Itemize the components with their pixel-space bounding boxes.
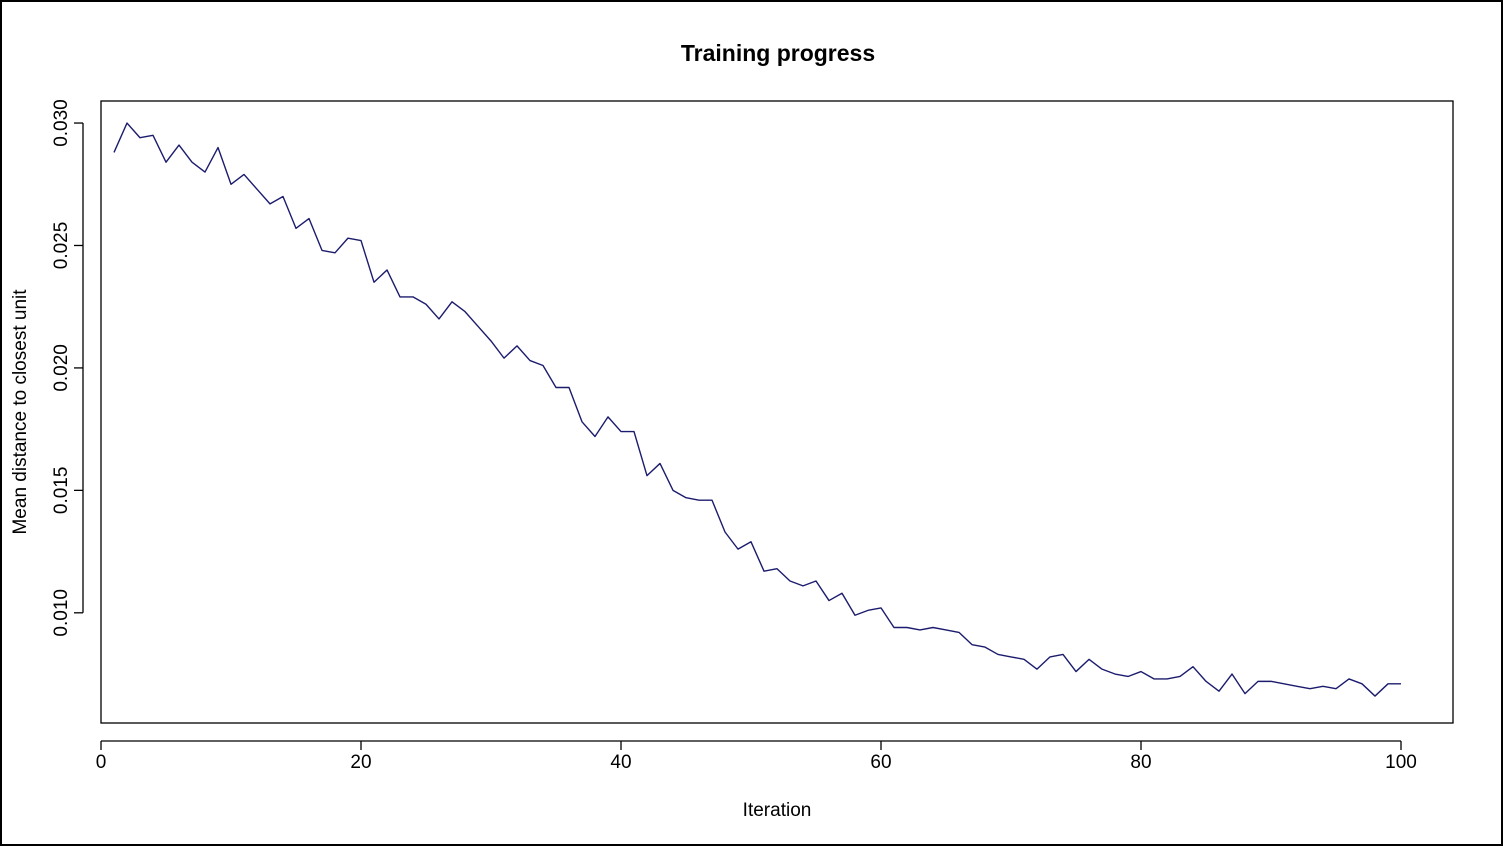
x-tick-label: 20	[350, 752, 371, 773]
series-line	[113, 122, 1401, 697]
x-axis-label: Iteration	[743, 800, 812, 821]
plot-frame	[100, 100, 1454, 724]
x-axis: 0 20 40 60 80 100	[96, 740, 1417, 773]
x-tick-label: 0	[96, 752, 107, 773]
series-layer	[113, 122, 1401, 697]
x-tick-label: 60	[870, 752, 891, 773]
y-tick-label: 0.020	[51, 344, 72, 392]
y-tick-label: 0.030	[51, 99, 72, 147]
y-tick-label: 0.015	[51, 467, 72, 515]
y-tick-label: 0.010	[51, 589, 72, 637]
y-tick-label: 0.025	[51, 222, 72, 270]
x-tick-label: 80	[1130, 752, 1151, 773]
chart-title: Training progress	[681, 40, 875, 66]
x-tick-label: 100	[1385, 752, 1417, 773]
x-tick-label: 40	[610, 752, 631, 773]
y-axis-label: Mean distance to closest unit	[10, 289, 31, 535]
y-axis: 0.010 0.015 0.020 0.025 0.030	[51, 99, 84, 637]
